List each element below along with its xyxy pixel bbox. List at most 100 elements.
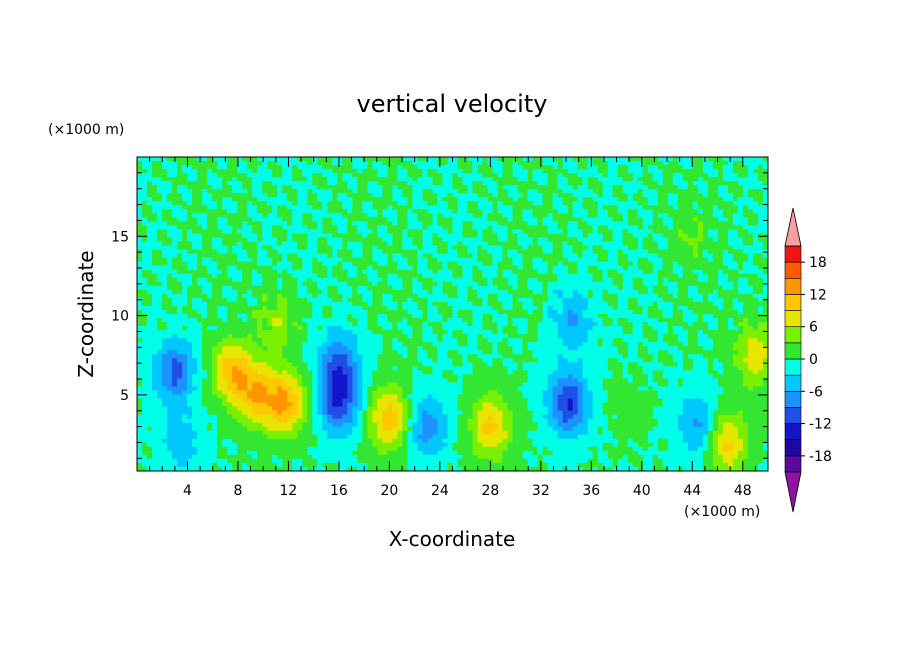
contour-cell [327,157,333,162]
contour-cell [717,161,724,166]
contour-cell [557,157,564,162]
contour-cell [212,233,218,239]
contour-cell [287,173,293,178]
contour-cell [592,197,599,202]
contour-cell [357,209,363,214]
contour-cell [157,229,163,235]
contour-cell [307,245,313,251]
contour-cell [242,189,248,194]
contour-cell [667,181,674,186]
contour-cell [337,281,343,287]
contour-cell [657,305,664,311]
contour-cell [737,229,744,235]
contour-cell [267,193,273,198]
contour-cell [322,205,328,210]
contour-cell [292,301,298,307]
contour-cell [352,237,358,243]
contour-cell [187,245,193,251]
contour-cell [677,213,684,218]
contour-cell [147,253,153,259]
contour-cell [272,269,278,275]
contour-cell [697,165,704,170]
contour-cell [492,297,499,303]
contour-cell [712,205,719,210]
contour-cell [282,273,288,279]
contour-cell [567,285,574,291]
contour-cell [632,205,639,210]
contour-cell [247,297,253,303]
contour-cell [202,309,208,315]
contour-cell [477,237,484,243]
contour-cell [477,161,484,166]
contour-cell [377,229,383,235]
contour-cell [572,193,579,198]
contour-cell [152,305,158,311]
contour-cell [552,157,559,162]
contour-cell [677,205,684,210]
contour-cell [592,185,599,190]
contour-cell [282,157,288,162]
contour-cell [567,197,574,202]
contour-cell [457,249,464,255]
contour-cell [282,281,288,287]
contour-cell [732,301,739,307]
contour-cell [437,225,444,231]
contour-cell [442,201,449,206]
contour-cell [362,257,368,263]
contour-cell [497,193,504,198]
contour-cell [682,225,689,231]
contour-cell [652,253,659,259]
contour-cell [547,237,554,243]
contour-cell [752,173,759,178]
contour-cell [762,309,768,315]
contour-cell [332,229,338,235]
contour-cell [572,301,579,307]
contour-cell [192,249,198,255]
contour-cell [682,213,689,218]
contour-cell [472,225,479,231]
contour-cell [542,309,549,315]
contour-cell [412,305,419,311]
contour-cell [302,249,308,255]
contour-cell [522,297,529,303]
contour-cell [377,281,383,287]
contour-cell [332,169,338,174]
contour-cell [512,185,519,190]
contour-cell [637,285,644,291]
contour-cell [577,161,584,166]
contour-cell [402,249,409,255]
contour-cell [492,301,499,307]
contour-cell [242,157,248,162]
contour-cell [567,249,574,255]
contour-cell [177,241,183,247]
contour-cell [257,181,263,186]
contour-cell [557,265,564,271]
contour-cell [247,197,253,202]
contour-cell [272,305,278,311]
contour-cell [477,177,484,182]
contour-cell [217,169,223,174]
contour-cell [762,277,768,283]
contour-cell [222,314,228,319]
contour-cell [592,241,599,247]
contour-cell [607,293,614,299]
contour-cell [342,229,348,235]
contour-cell [682,193,689,198]
contour-cell [152,314,158,319]
contour-cell [477,229,484,235]
contour-cell [632,273,639,279]
contour-cell [407,281,414,287]
contour-cell [427,165,434,170]
contour-cell [522,245,529,251]
contour-cell [452,189,459,194]
contour-cell [642,257,649,263]
contour-cell [742,237,749,243]
contour-cell [417,169,424,174]
contour-cell [172,189,178,194]
contour-cell [662,197,669,202]
contour-cell [352,221,358,227]
contour-cell [262,229,268,235]
contour-cell [397,281,404,287]
contour-cell [627,281,634,287]
contour-cell [452,241,459,247]
